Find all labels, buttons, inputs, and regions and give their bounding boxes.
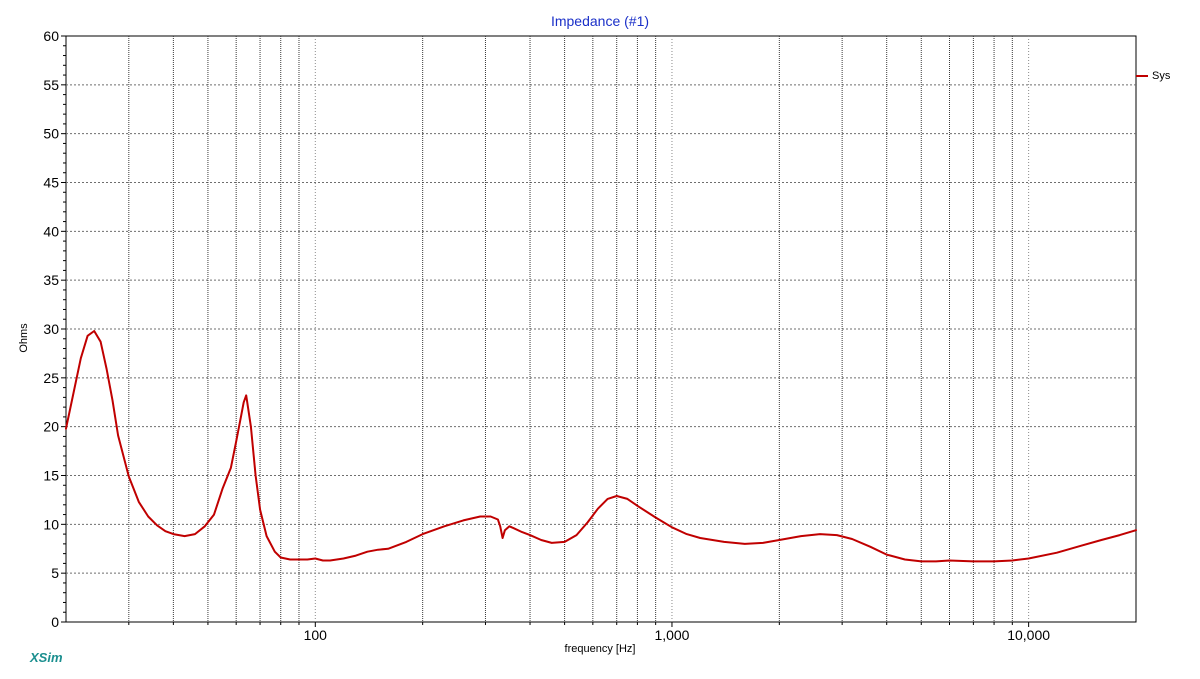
legend: Sys <box>1136 70 1170 82</box>
y-tick-label: 55 <box>43 77 59 93</box>
legend-swatch-sys <box>1136 75 1148 77</box>
x-tick-label: 1,000 <box>654 627 689 643</box>
y-tick-label: 25 <box>43 370 59 386</box>
x-tick-label: 100 <box>304 627 328 643</box>
y-tick-label: 0 <box>51 614 59 630</box>
y-tick-label: 10 <box>43 516 59 532</box>
y-tick-label: 60 <box>43 28 59 44</box>
y-axis-label: Ohms <box>18 323 30 353</box>
x-axis-ticks: 100 1,000 10,000 <box>128 622 1050 643</box>
x-tick-label: 10,000 <box>1007 627 1050 643</box>
y-tick-label: 50 <box>43 126 59 142</box>
series-lines <box>65 330 1137 563</box>
y-tick-label: 40 <box>43 223 59 239</box>
grid-lines <box>66 36 1136 622</box>
y-tick-label: 5 <box>51 565 59 581</box>
plot-area <box>65 35 1137 623</box>
y-tick-label: 15 <box>43 468 59 484</box>
y-axis-ticks: 0 5 10 15 20 25 30 35 40 45 50 55 60 <box>43 28 66 630</box>
y-tick-label: 35 <box>43 272 59 288</box>
y-tick-label: 30 <box>43 321 59 337</box>
y-tick-label: 45 <box>43 175 59 191</box>
y-tick-label: 20 <box>43 419 59 435</box>
xsim-logo: XSim <box>30 650 63 665</box>
legend-label-sys: Sys <box>1152 70 1171 82</box>
chart-title: Impedance (#1) <box>550 13 650 29</box>
series-line-0 <box>65 330 1137 563</box>
x-axis-label: frequency [Hz] <box>564 643 636 655</box>
